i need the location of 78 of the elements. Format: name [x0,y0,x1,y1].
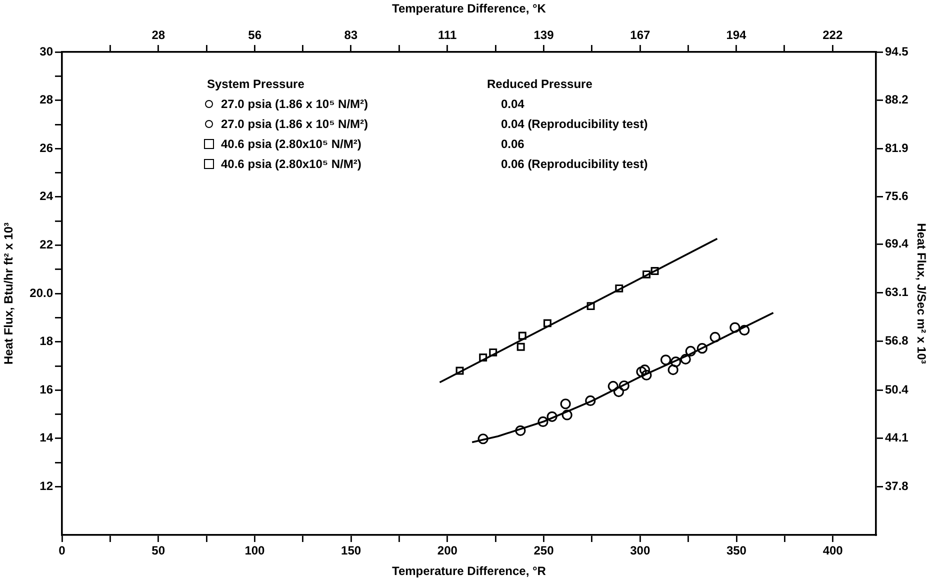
y2-tick-label: 56.8 [885,333,909,348]
legend-label: 40.6 psia (2.80x10⁵ N/M²) 0.06 [221,137,524,151]
y-tick-label: 28 [40,92,54,107]
y-tick-label: 20.0 [30,286,54,300]
point [730,322,740,333]
y2-tick-label: 81.9 [885,140,909,155]
point [608,380,618,392]
y-tick-label: 12 [40,479,54,494]
y-tick-label: 22 [40,238,54,252]
x-axis-title: Temperature Difference, °R [392,564,546,578]
point [618,380,630,392]
y2-axis-title: Heat Flux, J/Sec m² x 10³ [914,223,928,364]
x2-tick-label: 83 [344,28,358,42]
point [560,398,571,410]
y-tick-label: 30 [40,44,54,58]
point [650,267,659,276]
point [710,332,720,343]
x-tick-label: 350 [726,544,747,558]
x-tick-label: 0 [58,544,66,558]
x2-tick-label: 28 [152,28,166,42]
y-tick-label: 18 [40,334,54,348]
y-axis-title: Heat Flux, Btu/hr ft² x 10³ [2,222,16,365]
y2-tick-label: 69.4 [885,236,909,251]
point [668,364,678,376]
point [543,319,552,328]
point [613,386,624,398]
x2-tick-label: 194 [726,28,747,42]
x2-tick-label: 56 [248,28,262,42]
legend-title: System Pressure Reduced Pressure [207,77,592,91]
y2-tick-label: 88.2 [885,92,909,107]
point [489,348,498,356]
point [641,370,652,380]
y2-tick-label: 44.1 [885,430,909,445]
point [670,356,682,368]
point [642,270,650,278]
y2-tick-label: 37.8 [885,479,909,494]
point [479,354,488,362]
point [680,354,691,364]
y-tick-label: 14 [40,430,54,445]
point [585,395,596,406]
x2-tick-label: 222 [822,28,843,42]
point [636,366,647,378]
x2-tick-label: 139 [534,28,554,42]
point [518,332,526,340]
x2-tick-label: 167 [630,28,650,42]
point [515,425,526,436]
point [639,364,650,376]
x-tick-label: 200 [437,544,458,558]
point [586,302,595,310]
point [739,324,750,336]
point [478,434,488,444]
y2-tick-label: 50.4 [885,382,909,396]
x2-tick-label: 111 [438,28,457,42]
y2-tick-label: 63.1 [885,285,909,300]
x-tick-label: 400 [822,544,844,558]
y2-tick-label: 75.6 [885,189,909,204]
point [538,416,548,428]
point [456,366,464,375]
x2-axis-title: Temperature Difference, °K [392,2,546,16]
point [546,411,558,422]
y-tick-label: 24 [40,189,54,204]
x-tick-label: 300 [630,544,650,558]
point [696,343,708,354]
point [685,346,696,357]
legend-label: 27.0 psia (1.86 x 10⁵ N/M²) 0.04 (Reproducibility test) [221,117,648,131]
y-tick-label: 26 [40,140,54,155]
legend-label: 40.6 psia (2.80x10⁵ N/M²) 0.06 (Reproducibility test) [221,157,648,171]
y2-tick-label: 94.5 [885,44,909,58]
y-tick-label: 16 [40,382,54,396]
x-tick-label: 250 [534,544,554,558]
point [615,284,624,292]
point [562,410,572,420]
point [516,342,525,351]
x-tick-label: 50 [152,544,166,558]
point [660,354,672,366]
legend-label: 27.0 psia (1.86 x 10⁵ N/M²) 0.04 [221,97,524,111]
x-tick-label: 100 [244,544,266,558]
x-tick-label: 150 [341,544,362,558]
